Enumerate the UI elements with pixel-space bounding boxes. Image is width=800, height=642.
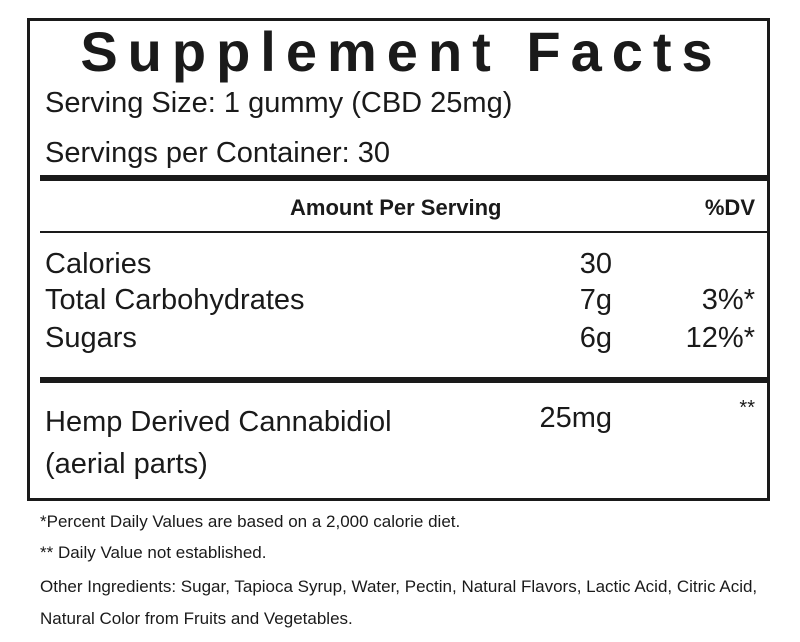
nutrient-dv: 12%*	[685, 322, 755, 354]
nutrient-amount: 30	[579, 248, 612, 280]
ingredients-list: Other Ingredients: Sugar, Tapioca Syrup,…	[40, 577, 758, 628]
thick-rule	[40, 377, 767, 383]
serving-size: Serving Size: 1 gummy (CBD 25mg)	[45, 87, 513, 119]
ingredient-name: Hemp Derived Cannabidiol	[45, 406, 392, 438]
nutrient-name: Total Carbohydrates	[45, 284, 305, 316]
ingredient-name: (aerial parts)	[45, 448, 208, 480]
ingredient-dv: **	[739, 397, 755, 419]
nutrient-dv: 3%*	[701, 284, 755, 316]
nutrient-amount: 6g	[579, 322, 612, 354]
servings-per-container: Servings per Container: 30	[45, 137, 390, 169]
thick-rule	[40, 175, 767, 181]
thin-rule	[40, 231, 767, 233]
nutrient-name: Calories	[45, 248, 152, 280]
label-title: Supplement Facts	[80, 20, 723, 83]
footnote: ** Daily Value not established.	[40, 543, 267, 562]
nutrient-name: Sugars	[45, 322, 137, 354]
dv-header: %DV	[704, 195, 755, 220]
ingredient-amount: 25mg	[539, 402, 612, 434]
label-border	[27, 18, 770, 501]
footnote: *Percent Daily Values are based on a 2,0…	[40, 512, 461, 531]
amount-header: Amount Per Serving	[290, 195, 502, 220]
nutrient-amount: 7g	[579, 284, 612, 316]
